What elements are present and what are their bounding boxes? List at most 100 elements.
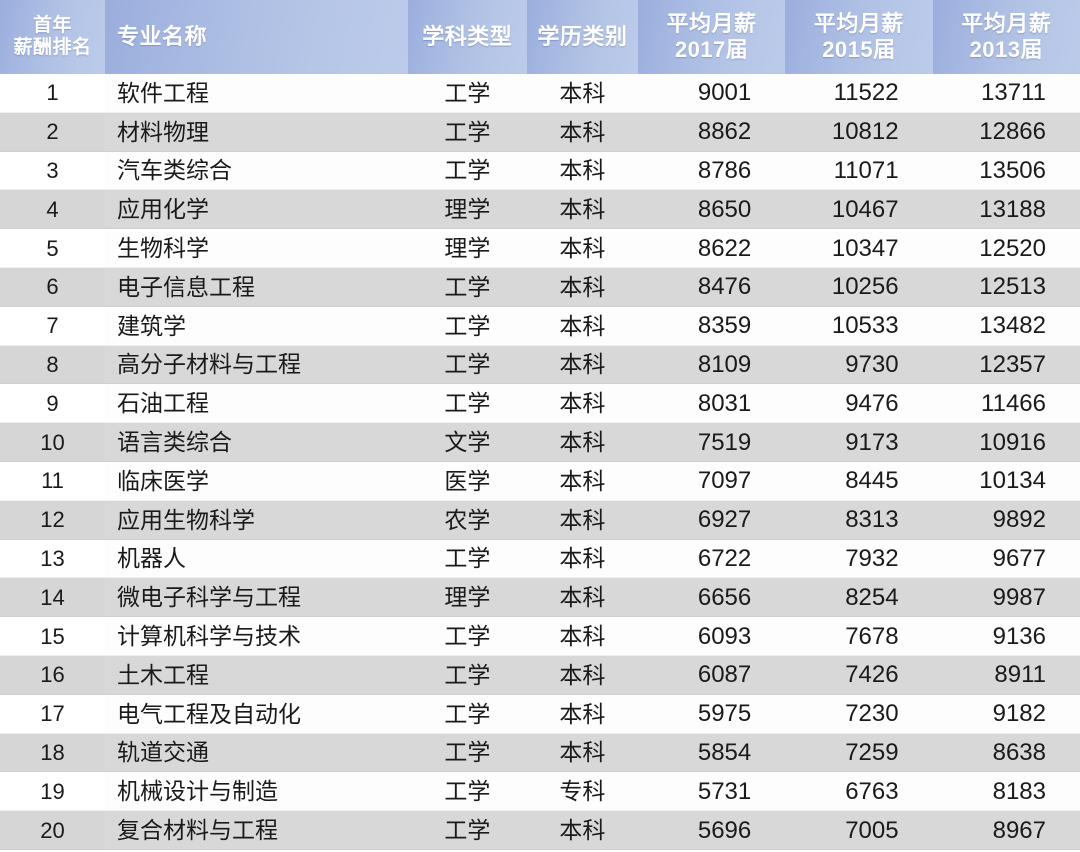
cell-avg-salary-2015: 10812 — [785, 112, 933, 152]
cell-avg-salary-2017: 6927 — [637, 500, 786, 540]
table-row[interactable]: 17 电气工程及自动化 工学 本科 5975 7230 9182 — [0, 694, 1080, 734]
column-header-avg-salary-2013[interactable]: 平均月薪 2013届 — [932, 0, 1080, 74]
cell-major-name: 机器人 — [104, 539, 408, 579]
cell-degree-type: 本科 — [526, 345, 638, 385]
table-row[interactable]: 10 语言类综合 文学 本科 7519 9173 10916 — [0, 423, 1080, 462]
table-row[interactable]: 2 材料物理 工学 本科 8862 10812 12866 — [0, 112, 1080, 152]
cell-degree-type: 本科 — [526, 733, 638, 773]
table-body: 1 软件工程 工学 本科 9001 11522 13711 2 材料物理 工学 本科 8862 1081… — [0, 74, 1080, 850]
cell-avg-salary-2013: 8183 — [932, 772, 1080, 812]
column-header-avg-salary-2015-line2: 2015届 — [822, 37, 896, 62]
cell-discipline-type: 工学 — [407, 772, 527, 812]
cell-discipline-type: 工学 — [407, 811, 527, 850]
cell-rank: 10 — [0, 423, 105, 462]
table-header-row: 首年 薪酬排名 专业名称 学科类型 学历类别 平均月薪 2017届 平均月薪 2… — [0, 0, 1080, 74]
cell-avg-salary-2013: 9892 — [932, 500, 1080, 540]
cell-rank: 13 — [0, 539, 105, 579]
cell-rank: 11 — [0, 461, 105, 501]
cell-rank: 5 — [0, 229, 105, 268]
cell-major-name: 石油工程 — [104, 384, 408, 424]
cell-avg-salary-2013: 9677 — [932, 539, 1080, 579]
cell-avg-salary-2015: 7005 — [785, 811, 933, 850]
cell-discipline-type: 工学 — [407, 267, 527, 307]
column-header-rank-line2: 薪酬排名 — [13, 37, 92, 58]
cell-rank: 4 — [0, 190, 105, 230]
cell-rank: 16 — [0, 655, 105, 695]
table-row[interactable]: 13 机器人 工学 本科 6722 7932 9677 — [0, 539, 1080, 579]
cell-rank: 3 — [0, 151, 105, 191]
cell-avg-salary-2013: 13188 — [932, 190, 1080, 230]
cell-rank: 17 — [0, 694, 105, 734]
column-header-avg-salary-2017[interactable]: 平均月薪 2017届 — [637, 0, 786, 74]
table-row[interactable]: 8 高分子材料与工程 工学 本科 8109 9730 12357 — [0, 345, 1080, 385]
cell-rank: 12 — [0, 500, 105, 540]
cell-degree-type: 本科 — [526, 74, 638, 113]
cell-avg-salary-2013: 12357 — [932, 345, 1080, 385]
column-header-discipline-type[interactable]: 学科类型 — [407, 0, 527, 74]
cell-major-name: 电气工程及自动化 — [104, 694, 408, 734]
cell-discipline-type: 工学 — [407, 74, 527, 113]
cell-degree-type: 本科 — [526, 461, 638, 501]
cell-avg-salary-2013: 9987 — [932, 578, 1080, 618]
table-row[interactable]: 12 应用生物科学 农学 本科 6927 8313 9892 — [0, 500, 1080, 540]
table-row[interactable]: 3 汽车类综合 工学 本科 8786 11071 13506 — [0, 151, 1080, 191]
table-row[interactable]: 20 复合材料与工程 工学 本科 5696 7005 8967 — [0, 811, 1080, 850]
cell-degree-type: 本科 — [526, 423, 638, 462]
table-row[interactable]: 1 软件工程 工学 本科 9001 11522 13711 — [0, 74, 1080, 113]
column-header-avg-salary-2013-line2: 2013届 — [969, 37, 1044, 62]
table-row[interactable]: 16 土木工程 工学 本科 6087 7426 8911 — [0, 655, 1080, 695]
table-row[interactable]: 6 电子信息工程 工学 本科 8476 10256 12513 — [0, 267, 1080, 307]
cell-avg-salary-2015: 8254 — [785, 578, 933, 618]
cell-avg-salary-2017: 6722 — [637, 539, 786, 579]
cell-avg-salary-2015: 9173 — [785, 423, 933, 462]
cell-major-name: 轨道交通 — [104, 733, 408, 773]
cell-degree-type: 本科 — [526, 267, 638, 307]
table-row[interactable]: 11 临床医学 医学 本科 7097 8445 10134 — [0, 461, 1080, 501]
table-row[interactable]: 14 微电子科学与工程 理学 本科 6656 8254 9987 — [0, 578, 1080, 618]
cell-avg-salary-2015: 7259 — [785, 733, 933, 773]
column-header-avg-salary-2013-line1: 平均月薪 — [961, 11, 1052, 37]
cell-avg-salary-2017: 7097 — [637, 461, 786, 501]
cell-discipline-type: 工学 — [407, 112, 527, 152]
table-row[interactable]: 19 机械设计与制造 工学 专科 5731 6763 8183 — [0, 772, 1080, 812]
cell-avg-salary-2013: 8638 — [932, 733, 1080, 773]
cell-avg-salary-2015: 6763 — [785, 772, 933, 812]
column-header-avg-salary-2015[interactable]: 平均月薪 2015届 — [785, 0, 933, 74]
cell-rank: 19 — [0, 772, 105, 812]
column-header-rank[interactable]: 首年 薪酬排名 — [0, 0, 105, 74]
cell-rank: 1 — [0, 74, 105, 113]
cell-avg-salary-2013: 9182 — [932, 694, 1080, 734]
cell-avg-salary-2017: 8650 — [637, 190, 786, 230]
cell-avg-salary-2017: 8031 — [637, 384, 786, 424]
cell-avg-salary-2017: 6087 — [637, 655, 786, 695]
cell-avg-salary-2013: 8911 — [932, 655, 1080, 695]
cell-avg-salary-2015: 10467 — [785, 190, 933, 230]
cell-degree-type: 本科 — [526, 539, 638, 579]
cell-avg-salary-2013: 9136 — [932, 617, 1080, 656]
table-row[interactable]: 7 建筑学 工学 本科 8359 10533 13482 — [0, 306, 1080, 346]
cell-avg-salary-2017: 9001 — [637, 74, 786, 113]
table-row[interactable]: 9 石油工程 工学 本科 8031 9476 11466 — [0, 384, 1080, 424]
cell-avg-salary-2013: 13711 — [932, 74, 1080, 113]
cell-rank: 20 — [0, 811, 105, 850]
cell-major-name: 建筑学 — [104, 306, 408, 346]
table-row[interactable]: 18 轨道交通 工学 本科 5854 7259 8638 — [0, 733, 1080, 773]
table-row[interactable]: 4 应用化学 理学 本科 8650 10467 13188 — [0, 190, 1080, 230]
column-header-degree-type[interactable]: 学历类别 — [526, 0, 638, 74]
table-row[interactable]: 15 计算机科学与技术 工学 本科 6093 7678 9136 — [0, 617, 1080, 656]
cell-major-name: 语言类综合 — [104, 423, 408, 462]
cell-major-name: 应用生物科学 — [104, 500, 408, 540]
cell-major-name: 软件工程 — [104, 74, 408, 113]
cell-degree-type: 本科 — [526, 306, 638, 346]
cell-discipline-type: 工学 — [407, 306, 527, 346]
table-row[interactable]: 5 生物科学 理学 本科 8622 10347 12520 — [0, 229, 1080, 268]
cell-major-name: 高分子材料与工程 — [104, 345, 408, 385]
cell-discipline-type: 医学 — [407, 461, 527, 501]
cell-major-name: 应用化学 — [104, 190, 408, 230]
column-header-major-name[interactable]: 专业名称 — [104, 0, 408, 74]
cell-degree-type: 专科 — [526, 772, 638, 812]
cell-degree-type: 本科 — [526, 151, 638, 191]
cell-major-name: 材料物理 — [104, 112, 408, 152]
